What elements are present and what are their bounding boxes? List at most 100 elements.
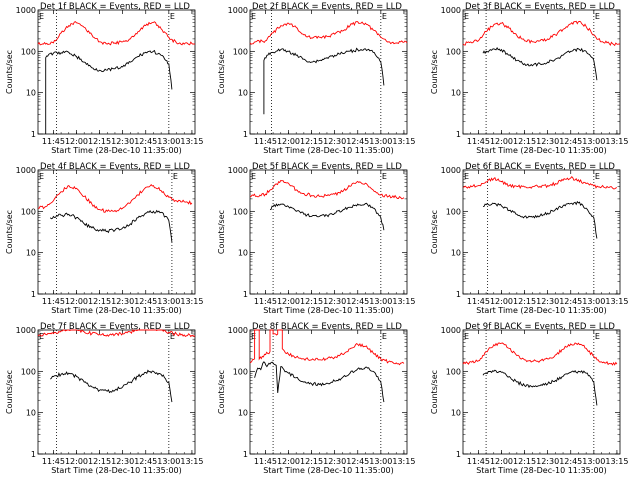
x-tick-label: 11:45 [42,137,65,146]
y-tick-label: 100 [446,47,461,56]
x-tick-label: 12:00 [277,297,300,306]
corner-label-left: E [39,172,44,181]
chart-title: Det 7f BLACK = Events, RED = LLD [40,322,190,332]
x-tick-label: 12:15 [88,457,111,466]
y-tick-label: 100 [233,47,248,56]
x-tick-label: 12:15 [300,457,323,466]
plot-frame [249,169,408,295]
x-tick-label: 12:30 [323,137,346,146]
x-tick-label: 12:45 [134,297,157,306]
x-tick-label: 13:15 [605,297,628,306]
y-axis-label: Counts/sec [5,370,14,414]
corner-label-left: E [39,12,44,21]
series-line-lld-red [37,184,193,213]
x-axis-label: Start Time (28-Dec-10 11:35:00) [51,306,182,315]
x-tick-label: 11:45 [467,137,490,146]
x-tick-label: 13:15 [180,297,203,306]
x-tick-label: 13:00 [582,297,605,306]
y-tick-label: 10 [238,409,248,418]
corner-label-right: E [170,12,175,21]
chart-title: Det 3f BLACK = Events, RED = LLD [465,2,615,12]
series-line-events-black [45,49,173,134]
x-tick-label: 13:00 [157,457,180,466]
y-tick-label: 1000 [441,166,461,175]
y-tick-label: 1 [31,450,36,459]
x-tick-label: 13:15 [180,137,203,146]
x-axis-label: Start Time (28-Dec-10 11:35:00) [476,146,607,155]
x-tick-label: 13:00 [582,457,605,466]
x-axis-label: Start Time (28-Dec-10 11:35:00) [263,146,394,155]
y-tick-label: 1000 [228,326,248,335]
y-tick-label: 1000 [441,326,461,335]
x-tick-label: 13:00 [369,297,392,306]
x-axis-label: Start Time (28-Dec-10 11:35:00) [263,306,394,315]
x-tick-label: 12:00 [490,137,513,146]
chart-title: Det 8f BLACK = Events, RED = LLD [252,322,402,332]
y-tick-label: 10 [238,249,248,258]
x-tick-label: 13:15 [605,137,628,146]
x-tick-label: 12:30 [536,297,559,306]
x-axis-label: Start Time (28-Dec-10 11:35:00) [51,466,182,475]
y-tick-label: 1000 [16,166,36,175]
y-tick-label: 100 [233,207,248,216]
y-tick-label: 1000 [16,6,36,15]
y-tick-label: 100 [446,367,461,376]
plot-frame [37,169,196,295]
y-tick-label: 1 [31,290,36,299]
x-tick-label: 12:15 [300,297,323,306]
y-tick-label: 1 [243,450,248,459]
corner-label-left: E [464,172,469,181]
chart-panel-8: Det 8f BLACK = Events, RED = LLD 11:45 12:… [217,322,415,475]
y-axis-label: Counts/sec [5,210,14,254]
y-tick-label: 1 [31,130,36,139]
series-line-lld-red [462,342,618,366]
x-tick-label: 13:00 [369,457,392,466]
series-line-events-black [269,202,385,231]
x-tick-label: 12:15 [88,297,111,306]
y-tick-label: 1000 [228,6,248,15]
x-tick-label: 11:45 [254,457,277,466]
y-axis-label: Counts/sec [217,370,226,414]
corner-label-left: E [251,172,256,181]
corner-label-right: E [173,172,178,181]
corner-label-right: E [382,12,387,21]
y-tick-label: 100 [446,207,461,216]
x-tick-label: 12:45 [346,297,369,306]
series-line-lld-red [250,179,405,200]
corner-label-left: E [251,332,256,341]
y-axis-label: Counts/sec [5,50,14,94]
x-tick-label: 13:15 [392,297,415,306]
series-line-events-black [482,200,598,239]
series-line-lld-red [37,21,196,46]
x-tick-label: 11:45 [254,297,277,306]
y-tick-label: 10 [26,89,36,98]
x-tick-label: 12:45 [346,457,369,466]
x-tick-label: 12:15 [513,457,536,466]
x-tick-label: 12:30 [111,297,134,306]
y-tick-label: 10 [451,89,461,98]
y-tick-label: 100 [21,207,36,216]
y-tick-label: 10 [26,249,36,258]
corner-label-right: E [170,332,175,341]
corner-label-left: E [251,12,256,21]
x-tick-label: 12:30 [536,457,559,466]
series-line-events-black [49,209,173,243]
x-tick-label: 12:30 [111,457,134,466]
y-tick-label: 100 [21,367,36,376]
corner-label-right: E [595,332,600,341]
x-tick-label: 13:00 [369,137,392,146]
series-line-events-black [482,369,598,406]
x-tick-label: 12:30 [111,137,134,146]
x-axis-label: Start Time (28-Dec-10 11:35:00) [263,466,394,475]
corner-label-right: E [382,172,387,181]
y-tick-label: 1000 [228,166,248,175]
x-tick-label: 13:00 [157,297,180,306]
series-line-events-black [482,47,598,81]
